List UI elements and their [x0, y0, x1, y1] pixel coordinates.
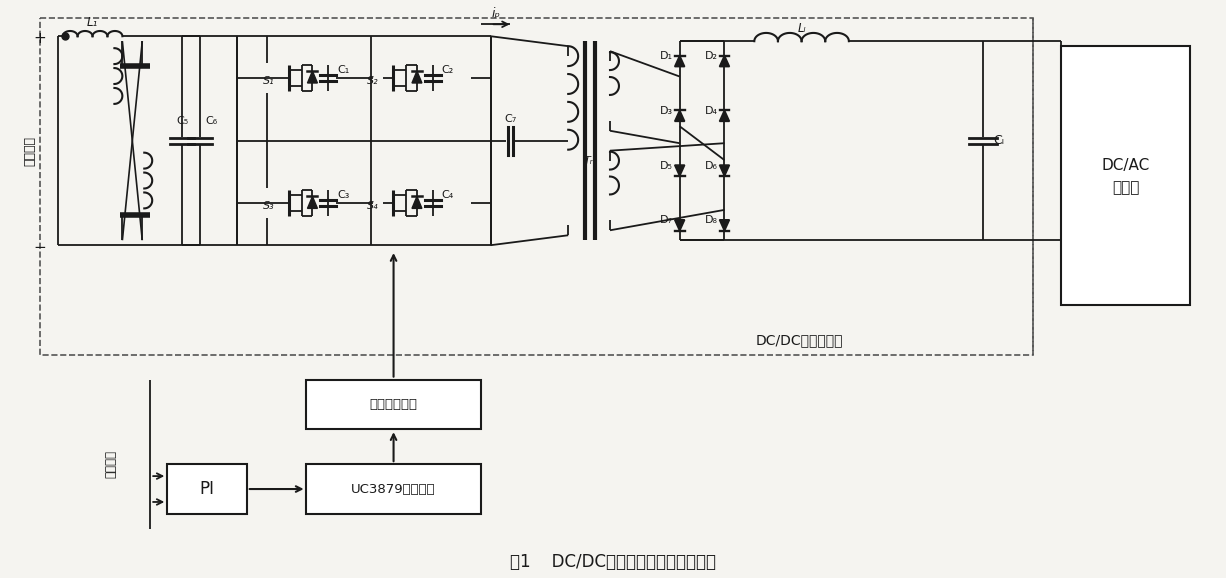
- Bar: [306, 464, 481, 514]
- Text: S₃: S₃: [262, 201, 275, 212]
- Text: 电流指令: 电流指令: [104, 450, 116, 478]
- Polygon shape: [674, 165, 684, 176]
- Polygon shape: [308, 197, 318, 209]
- Text: S₁: S₁: [262, 76, 275, 86]
- Text: C₇: C₇: [504, 114, 516, 124]
- Text: D₇: D₇: [661, 216, 673, 225]
- Text: UC3879控制系统: UC3879控制系统: [351, 483, 436, 495]
- Bar: [306, 380, 481, 429]
- Polygon shape: [674, 110, 684, 121]
- Text: +: +: [33, 31, 45, 46]
- Text: PI: PI: [200, 480, 215, 498]
- Text: D₅: D₅: [661, 161, 673, 171]
- Polygon shape: [674, 55, 684, 66]
- Text: Lₗ: Lₗ: [797, 22, 805, 35]
- Polygon shape: [412, 71, 422, 83]
- Polygon shape: [674, 220, 684, 231]
- Text: DC/AC: DC/AC: [1101, 158, 1150, 173]
- Text: 图1    DC/DC功率变换器的电路原理图: 图1 DC/DC功率变换器的电路原理图: [510, 553, 716, 570]
- Text: D₄: D₄: [705, 106, 718, 116]
- Bar: [1060, 46, 1190, 305]
- Text: 低压直流: 低压直流: [23, 136, 37, 166]
- Polygon shape: [720, 55, 729, 66]
- Text: S₄: S₄: [368, 201, 379, 212]
- Text: D₃: D₃: [660, 106, 673, 116]
- Text: D₁: D₁: [661, 51, 673, 61]
- Text: C₃: C₃: [337, 191, 349, 201]
- Text: C₄: C₄: [441, 191, 454, 201]
- Text: −: −: [33, 240, 45, 255]
- Text: iₚ: iₚ: [492, 7, 500, 20]
- Polygon shape: [720, 165, 729, 176]
- Text: C₁: C₁: [337, 65, 349, 75]
- Text: 变换器: 变换器: [1112, 180, 1139, 195]
- Polygon shape: [720, 220, 729, 231]
- Text: L₁: L₁: [87, 16, 98, 29]
- Polygon shape: [720, 110, 729, 121]
- Polygon shape: [308, 71, 318, 83]
- Polygon shape: [412, 197, 422, 209]
- Text: D₈: D₈: [705, 216, 718, 225]
- Text: D₆: D₆: [705, 161, 718, 171]
- Text: C₆: C₆: [206, 116, 218, 126]
- Text: DC/DC功率变换器: DC/DC功率变换器: [755, 333, 842, 347]
- Text: 驱动保护电路: 驱动保护电路: [369, 398, 418, 411]
- Text: Cₗ: Cₗ: [994, 134, 1004, 147]
- Text: Tᵣ: Tᵣ: [584, 155, 593, 166]
- Text: D₂: D₂: [705, 51, 718, 61]
- Text: S₂: S₂: [368, 76, 379, 86]
- Text: C₂: C₂: [441, 65, 454, 75]
- Bar: [39, 18, 1034, 355]
- Text: C₅: C₅: [177, 116, 188, 126]
- Bar: [167, 464, 246, 514]
